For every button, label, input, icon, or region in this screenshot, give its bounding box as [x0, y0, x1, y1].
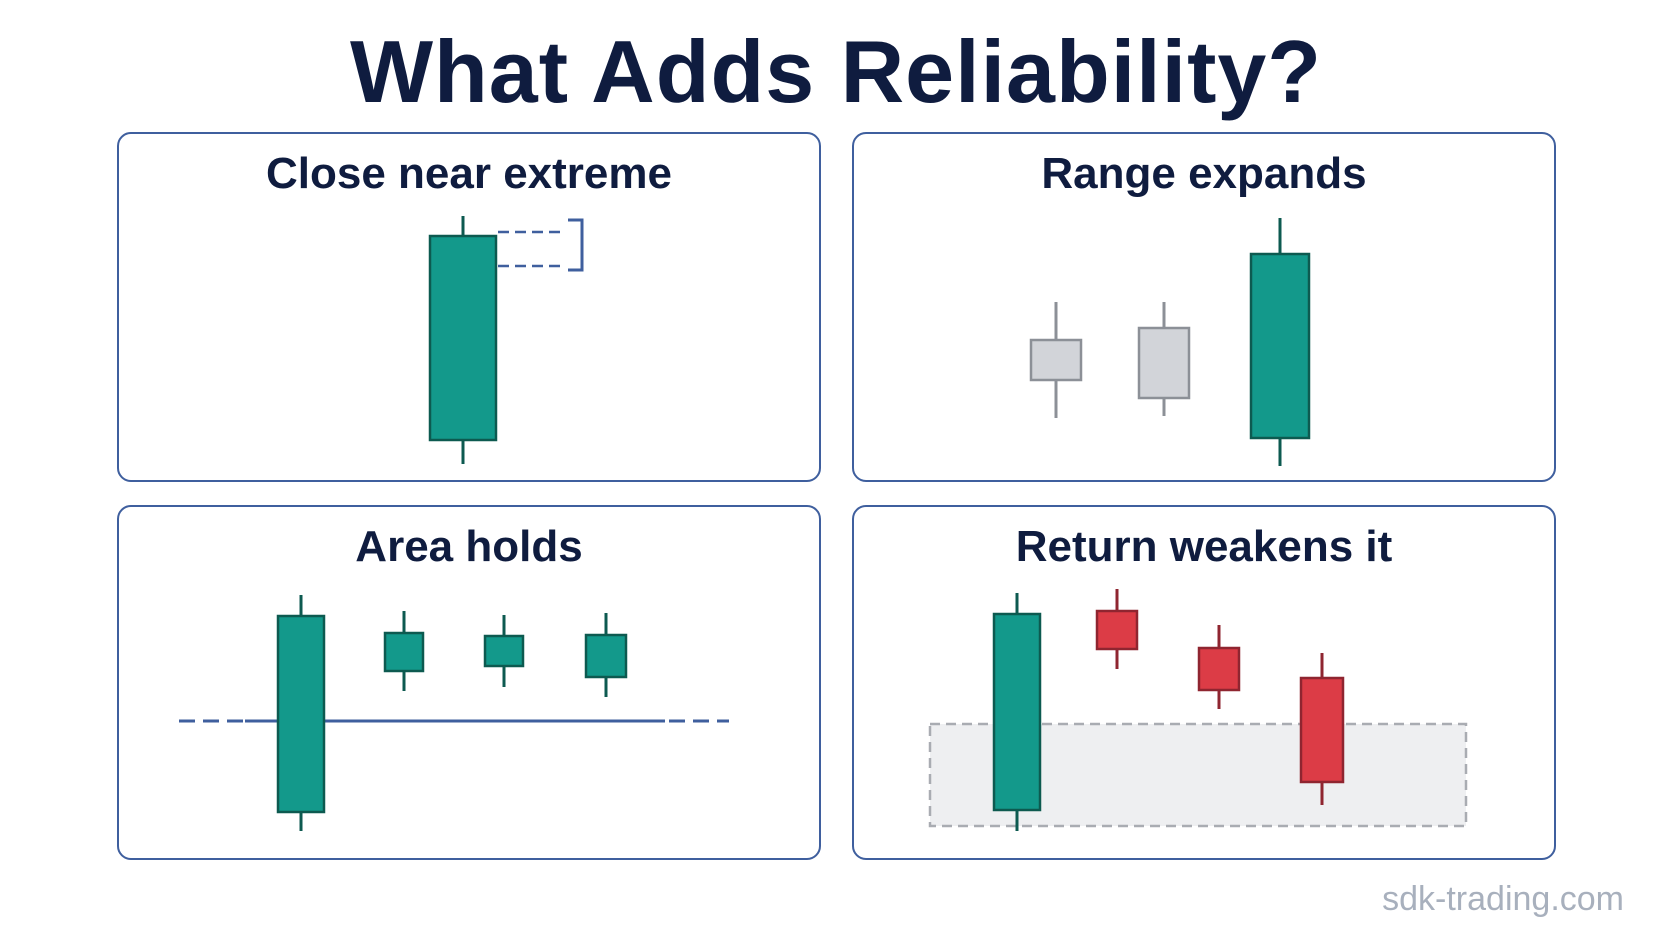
- small-bullish-candle: [383, 631, 425, 673]
- small-bullish-candle: [483, 634, 525, 668]
- small-bullish-candle: [584, 633, 628, 679]
- wide-range-bullish-candle: [1249, 252, 1311, 440]
- small-neutral-candle: [1029, 338, 1083, 382]
- panel-return-weakens: Return weakens it: [852, 505, 1556, 860]
- panel-title: Area holds: [355, 522, 583, 571]
- large-bullish-candle: [276, 614, 326, 814]
- panel-close-near-extreme: Close near extreme: [117, 132, 821, 482]
- panel-range-expands: Range expands: [852, 132, 1556, 482]
- bearish-candle: [1095, 609, 1139, 651]
- panel-area-holds: Area holds: [117, 505, 821, 860]
- panel-title: Close near extreme: [266, 149, 672, 198]
- panel-title: Range expands: [1041, 149, 1367, 198]
- diagram-range-expands: [1029, 218, 1311, 466]
- bullish-candle: [992, 612, 1042, 812]
- page-title: What Adds Reliability?: [349, 22, 1323, 121]
- bearish-candle-into-zone: [1299, 676, 1345, 784]
- diagram-close-near-extreme: [428, 216, 584, 464]
- panel-title: Return weakens it: [1015, 522, 1393, 571]
- extreme-bracket: [568, 218, 584, 272]
- site-watermark: sdk-trading.com: [1382, 880, 1624, 918]
- bullish-candle: [428, 234, 498, 442]
- diagram-return-weakens: [928, 589, 1468, 831]
- bearish-candle: [1197, 646, 1241, 692]
- diagram-area-holds: [179, 595, 729, 831]
- neutral-candle: [1137, 326, 1191, 400]
